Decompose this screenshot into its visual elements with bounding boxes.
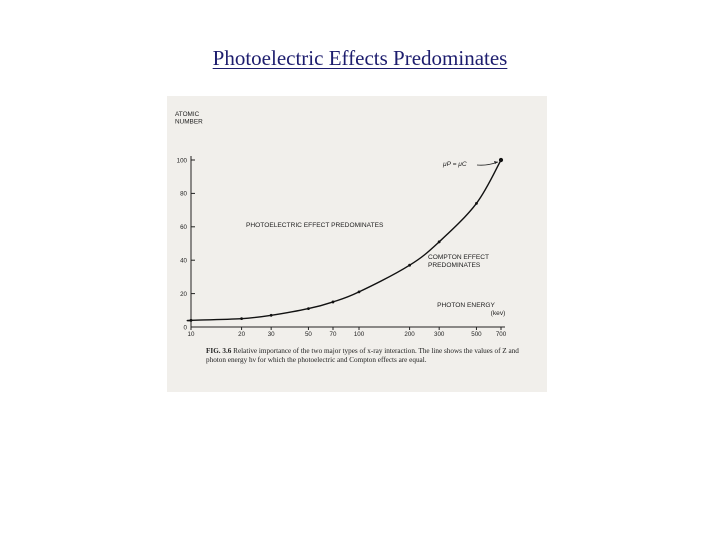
annotation-equal-point: μP = μC (442, 161, 467, 168)
data-point (475, 202, 478, 205)
data-point (189, 318, 193, 322)
chart-points (189, 157, 504, 322)
y-tick-label: 100 (177, 157, 188, 164)
x-tick-label: 300 (434, 331, 445, 338)
x-tick-label: 100 (354, 331, 365, 338)
x-axis-label: (kev) (491, 310, 506, 317)
chart-axes (190, 156, 505, 328)
x-tick-label: 500 (471, 331, 482, 338)
data-point (357, 290, 361, 294)
data-point (498, 157, 504, 163)
chart: 0 20 40 60 80 100 10 20 30 50 70 100 200 300 500 700 AT… (175, 111, 507, 338)
chart-curve (186, 159, 502, 322)
x-axis-label: PHOTON ENERGY (437, 302, 495, 309)
data-point (408, 263, 411, 267)
x-tick-label: 30 (268, 331, 275, 338)
data-point (240, 317, 243, 321)
y-tick-label: 20 (180, 291, 187, 298)
annotation-arrowhead (494, 161, 498, 164)
caption-text: Relative importance of the two major typ… (206, 347, 519, 365)
x-tick-label: 700 (496, 331, 507, 338)
annotation-photoelectric: PHOTOELECTRIC EFFECT PREDOMINATES (246, 222, 384, 229)
x-tick-label: 50 (305, 331, 312, 338)
annotation-compton: PREDOMINATES (428, 262, 481, 269)
y-tick-label: 60 (180, 224, 187, 231)
data-point (331, 300, 335, 304)
figure-scan: 0 20 40 60 80 100 10 20 30 50 70 100 200 300 500 700 AT… (167, 96, 547, 392)
series-line (186, 159, 502, 322)
data-point (437, 240, 441, 244)
y-tick-label: 0 (184, 324, 188, 331)
caption-label: FIG. 3.6 (206, 347, 232, 355)
x-tick-label: 200 (404, 331, 415, 338)
slide-title: Photoelectric Effects Predominates (212, 46, 508, 70)
data-point (307, 307, 310, 311)
figure-caption: FIG. 3.6 Relative importance of the two … (206, 347, 526, 365)
y-tick-label: 40 (180, 258, 187, 265)
data-point (269, 313, 273, 317)
y-axis-label: ATOMIC (175, 111, 200, 118)
y-axis-label: NUMBER (175, 119, 203, 126)
x-tick-label: 20 (238, 331, 245, 338)
x-tick-label: 10 (188, 331, 195, 338)
y-tick-label: 80 (180, 191, 187, 198)
chart-ticks: 0 20 40 60 80 100 10 20 30 50 70 100 200 300 500 700 (177, 157, 507, 338)
x-tick-label: 70 (330, 331, 337, 338)
annotation-compton: COMPTON EFFECT (428, 254, 489, 261)
